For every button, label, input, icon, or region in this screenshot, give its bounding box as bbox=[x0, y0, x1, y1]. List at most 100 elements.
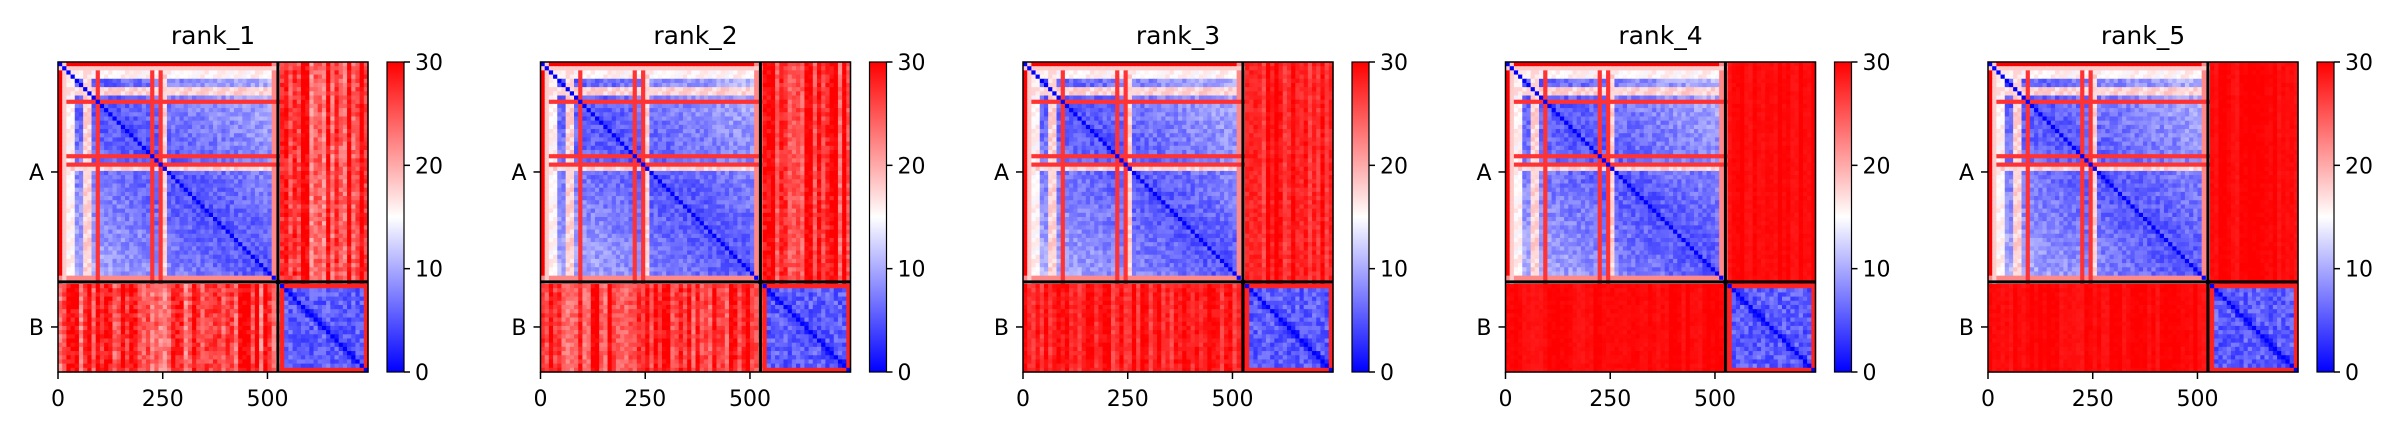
heatmap-cell bbox=[351, 100, 356, 105]
heatmap-cell bbox=[184, 112, 189, 117]
heatmap-cell bbox=[192, 83, 197, 88]
heatmap-cell bbox=[221, 108, 226, 113]
heatmap-cell bbox=[117, 125, 122, 130]
heatmap-cell bbox=[217, 137, 222, 142]
heatmap-cell bbox=[146, 87, 151, 92]
heatmap-cell bbox=[217, 116, 222, 121]
heatmap-cell bbox=[318, 66, 323, 71]
heatmap-cell bbox=[305, 137, 310, 142]
heatmap-cell bbox=[334, 104, 339, 109]
heatmap-cell bbox=[322, 70, 327, 75]
heatmap-cell bbox=[150, 108, 155, 113]
heatmap-cell bbox=[154, 125, 159, 130]
heatmap-cell bbox=[339, 121, 344, 126]
heatmap-cell bbox=[284, 116, 289, 121]
heatmap-cell bbox=[263, 121, 268, 126]
heatmap-cell bbox=[314, 96, 319, 101]
heatmap-cell bbox=[326, 121, 331, 126]
heatmap-cell bbox=[347, 100, 352, 105]
heatmap-cell bbox=[163, 108, 168, 113]
heatmap-cell bbox=[288, 66, 293, 71]
heatmap-cell bbox=[267, 79, 272, 84]
heatmap-cell bbox=[247, 112, 252, 117]
heatmap-cell bbox=[267, 100, 272, 105]
heatmap-cell bbox=[314, 75, 319, 80]
heatmap-cell bbox=[280, 137, 285, 142]
heatmap-cell bbox=[133, 108, 138, 113]
heatmap-cell bbox=[87, 91, 92, 96]
heatmap-cell bbox=[125, 133, 130, 138]
heatmap-cell bbox=[355, 129, 360, 134]
heatmap-cell bbox=[293, 137, 298, 142]
heatmap-cell bbox=[255, 79, 260, 84]
heatmap-cell bbox=[142, 129, 147, 134]
heatmap-cell bbox=[326, 70, 331, 75]
heatmap-cell bbox=[267, 83, 272, 88]
heatmap-cell bbox=[255, 125, 260, 130]
heatmap-cell bbox=[242, 66, 247, 71]
heatmap-cell bbox=[213, 125, 218, 130]
heatmap-cell bbox=[163, 142, 168, 147]
heatmap-cell bbox=[255, 129, 260, 134]
heatmap-cell bbox=[200, 142, 205, 147]
heatmap-cell bbox=[117, 70, 122, 75]
heatmap-cell bbox=[87, 121, 92, 126]
heatmap-cell bbox=[62, 137, 67, 142]
heatmap-cell bbox=[108, 125, 113, 130]
heatmap-cell bbox=[314, 83, 319, 88]
heatmap-cell bbox=[66, 137, 71, 142]
heatmap-cell bbox=[318, 121, 323, 126]
heatmap-cell bbox=[112, 91, 117, 96]
heatmap-cell bbox=[251, 112, 256, 117]
heatmap-cell bbox=[188, 66, 193, 71]
heatmap-cell bbox=[247, 116, 252, 121]
heatmap-cell bbox=[100, 79, 105, 84]
heatmap-cell bbox=[196, 133, 201, 138]
heatmap-cell bbox=[305, 66, 310, 71]
heatmap-cell bbox=[209, 104, 214, 109]
heatmap-cell bbox=[242, 79, 247, 84]
heatmap-cell bbox=[62, 133, 67, 138]
heatmap-cell bbox=[121, 116, 126, 121]
heatmap-cell bbox=[334, 87, 339, 92]
heatmap-cell bbox=[146, 79, 151, 84]
heatmap-cell bbox=[301, 79, 306, 84]
heatmap-cell bbox=[75, 142, 80, 147]
heatmap-cell bbox=[62, 87, 67, 92]
heatmap-cell bbox=[79, 108, 84, 113]
heatmap-cell bbox=[255, 66, 260, 71]
heatmap-cell bbox=[259, 87, 264, 92]
heatmap-cell bbox=[267, 75, 272, 80]
heatmap-cell bbox=[150, 121, 155, 126]
heatmap-cell bbox=[167, 137, 172, 142]
heatmap-cell bbox=[242, 125, 247, 130]
heatmap-cell bbox=[96, 91, 101, 96]
heatmap-cell bbox=[188, 70, 193, 75]
heatmap-cell bbox=[196, 112, 201, 117]
heatmap-cell bbox=[196, 125, 201, 130]
heatmap-cell bbox=[92, 91, 97, 96]
heatmap-cell bbox=[297, 129, 302, 134]
heatmap-cell bbox=[71, 116, 76, 121]
heatmap-cell bbox=[66, 75, 71, 80]
heatmap-cell bbox=[217, 133, 222, 138]
heatmap-cell bbox=[125, 142, 130, 147]
heatmap-cell bbox=[125, 116, 130, 121]
heatmap-cells bbox=[58, 62, 369, 373]
heatmap-cell bbox=[343, 87, 348, 92]
heatmap-cell bbox=[188, 75, 193, 80]
heatmap-cell bbox=[87, 112, 92, 117]
heatmap-cell bbox=[301, 96, 306, 101]
heatmap-cell bbox=[79, 121, 84, 126]
heatmap-cell bbox=[171, 100, 176, 105]
heatmap-cell bbox=[205, 137, 210, 142]
heatmap-cell bbox=[154, 108, 159, 113]
heatmap-cell bbox=[255, 137, 260, 142]
heatmap-cell bbox=[226, 129, 231, 134]
heatmap-cell bbox=[121, 112, 126, 117]
heatmap-cell bbox=[293, 87, 298, 92]
heatmap-cell bbox=[209, 100, 214, 105]
heatmap-cell bbox=[255, 142, 260, 147]
heatmap-cell bbox=[238, 112, 243, 117]
heatmap-cell bbox=[217, 87, 222, 92]
